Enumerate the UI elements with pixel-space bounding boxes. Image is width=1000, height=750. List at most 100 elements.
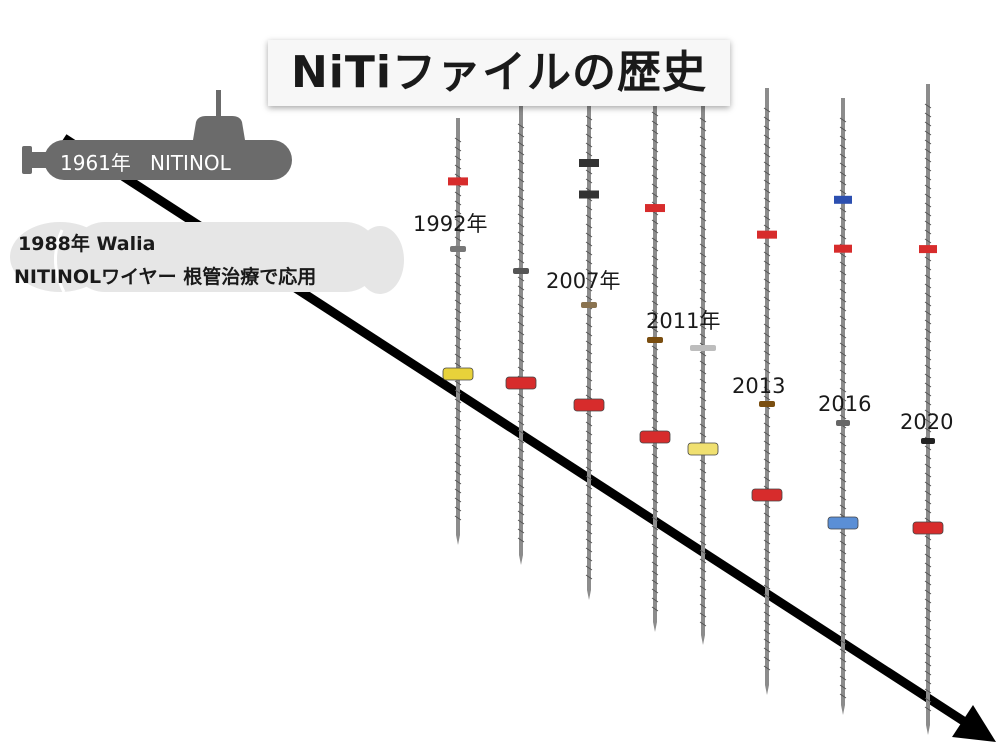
file-flute bbox=[839, 369, 847, 375]
file-flute bbox=[699, 153, 707, 159]
submarine-icon bbox=[22, 90, 292, 180]
file-instruments bbox=[442, 84, 944, 735]
file-flute bbox=[763, 548, 771, 554]
file-flute bbox=[651, 507, 659, 513]
file-flute bbox=[585, 484, 593, 490]
file-flute bbox=[699, 279, 707, 285]
file-tip bbox=[926, 725, 930, 735]
file-flute bbox=[763, 134, 771, 140]
file-flute bbox=[454, 326, 462, 332]
file-flute bbox=[924, 184, 932, 190]
file-flute bbox=[839, 288, 847, 294]
file-shaft bbox=[456, 118, 460, 535]
file-flute bbox=[839, 486, 847, 492]
file-flute bbox=[585, 115, 593, 121]
file-flute bbox=[763, 332, 771, 338]
file-shaft bbox=[765, 88, 769, 685]
file-flute bbox=[763, 467, 771, 473]
file-flute bbox=[585, 556, 593, 562]
file-flute bbox=[924, 265, 932, 271]
file-flute bbox=[585, 520, 593, 526]
file-flute bbox=[585, 277, 593, 283]
file-flute bbox=[585, 493, 593, 499]
file-flute bbox=[924, 310, 932, 316]
file-flute bbox=[839, 279, 847, 285]
file-flute bbox=[651, 291, 659, 297]
file-flute bbox=[839, 504, 847, 510]
file-flute bbox=[454, 137, 462, 143]
file-band bbox=[579, 159, 599, 167]
file-tip bbox=[653, 622, 657, 632]
file-tip bbox=[765, 685, 769, 695]
file-flute bbox=[651, 372, 659, 378]
file-flute bbox=[924, 643, 932, 649]
file-flute bbox=[839, 324, 847, 330]
file-flute bbox=[454, 218, 462, 224]
file-flute bbox=[839, 306, 847, 312]
file-flute bbox=[454, 272, 462, 278]
file-flute bbox=[839, 234, 847, 240]
file-flute bbox=[651, 570, 659, 576]
file-flute bbox=[763, 593, 771, 599]
file-flute bbox=[763, 422, 771, 428]
file-flute bbox=[924, 481, 932, 487]
file-stopper-ring bbox=[687, 442, 719, 456]
file-flute bbox=[517, 150, 525, 156]
file-flute bbox=[924, 193, 932, 199]
file-flute bbox=[699, 594, 707, 600]
file-flute bbox=[924, 652, 932, 658]
file-cap bbox=[836, 420, 850, 426]
file-flute bbox=[585, 439, 593, 445]
file-flute bbox=[763, 161, 771, 167]
file-flute bbox=[839, 297, 847, 303]
file-flute bbox=[839, 657, 847, 663]
file-flute bbox=[517, 348, 525, 354]
file-flute bbox=[651, 111, 659, 117]
file-flute bbox=[651, 192, 659, 198]
file-flute bbox=[763, 116, 771, 122]
file-flute bbox=[763, 602, 771, 608]
file-flute bbox=[454, 434, 462, 440]
file-flute bbox=[699, 549, 707, 555]
file-flute bbox=[924, 211, 932, 217]
file-flute bbox=[924, 409, 932, 415]
file-stopper-ring bbox=[912, 521, 944, 535]
file-flute bbox=[585, 457, 593, 463]
file-flute bbox=[924, 553, 932, 559]
file-flute bbox=[454, 173, 462, 179]
file-flute bbox=[454, 389, 462, 395]
niti-file-8 bbox=[912, 84, 944, 735]
file-flute bbox=[839, 585, 847, 591]
file-flute bbox=[839, 630, 847, 636]
file-flute bbox=[699, 612, 707, 618]
file-flute bbox=[517, 213, 525, 219]
file-flute bbox=[699, 504, 707, 510]
file-flute bbox=[699, 396, 707, 402]
file-flute bbox=[839, 612, 847, 618]
file-flute bbox=[699, 261, 707, 267]
file-flute bbox=[839, 648, 847, 654]
title-banner: NiTiファイルの歴史 bbox=[268, 40, 730, 106]
file-flute bbox=[585, 430, 593, 436]
file-flute bbox=[924, 688, 932, 694]
file-cap bbox=[690, 345, 716, 351]
year-label-1992: 1992年 bbox=[413, 212, 488, 236]
file-flute bbox=[924, 445, 932, 451]
file-flute bbox=[585, 466, 593, 472]
file-flute bbox=[651, 552, 659, 558]
file-flute bbox=[699, 387, 707, 393]
file-flute bbox=[763, 215, 771, 221]
file-stopper-ring bbox=[442, 367, 474, 381]
file-cap bbox=[647, 337, 663, 343]
file-flute bbox=[699, 234, 707, 240]
file-flute bbox=[924, 706, 932, 712]
file-flute bbox=[924, 508, 932, 514]
file-flute bbox=[839, 459, 847, 465]
file-flute bbox=[839, 549, 847, 555]
walia-line-1: 1988年 Walia bbox=[18, 233, 156, 255]
file-flute bbox=[651, 444, 659, 450]
file-flute bbox=[651, 264, 659, 270]
file-flute bbox=[839, 351, 847, 357]
file-flute bbox=[924, 625, 932, 631]
file-flute bbox=[651, 597, 659, 603]
